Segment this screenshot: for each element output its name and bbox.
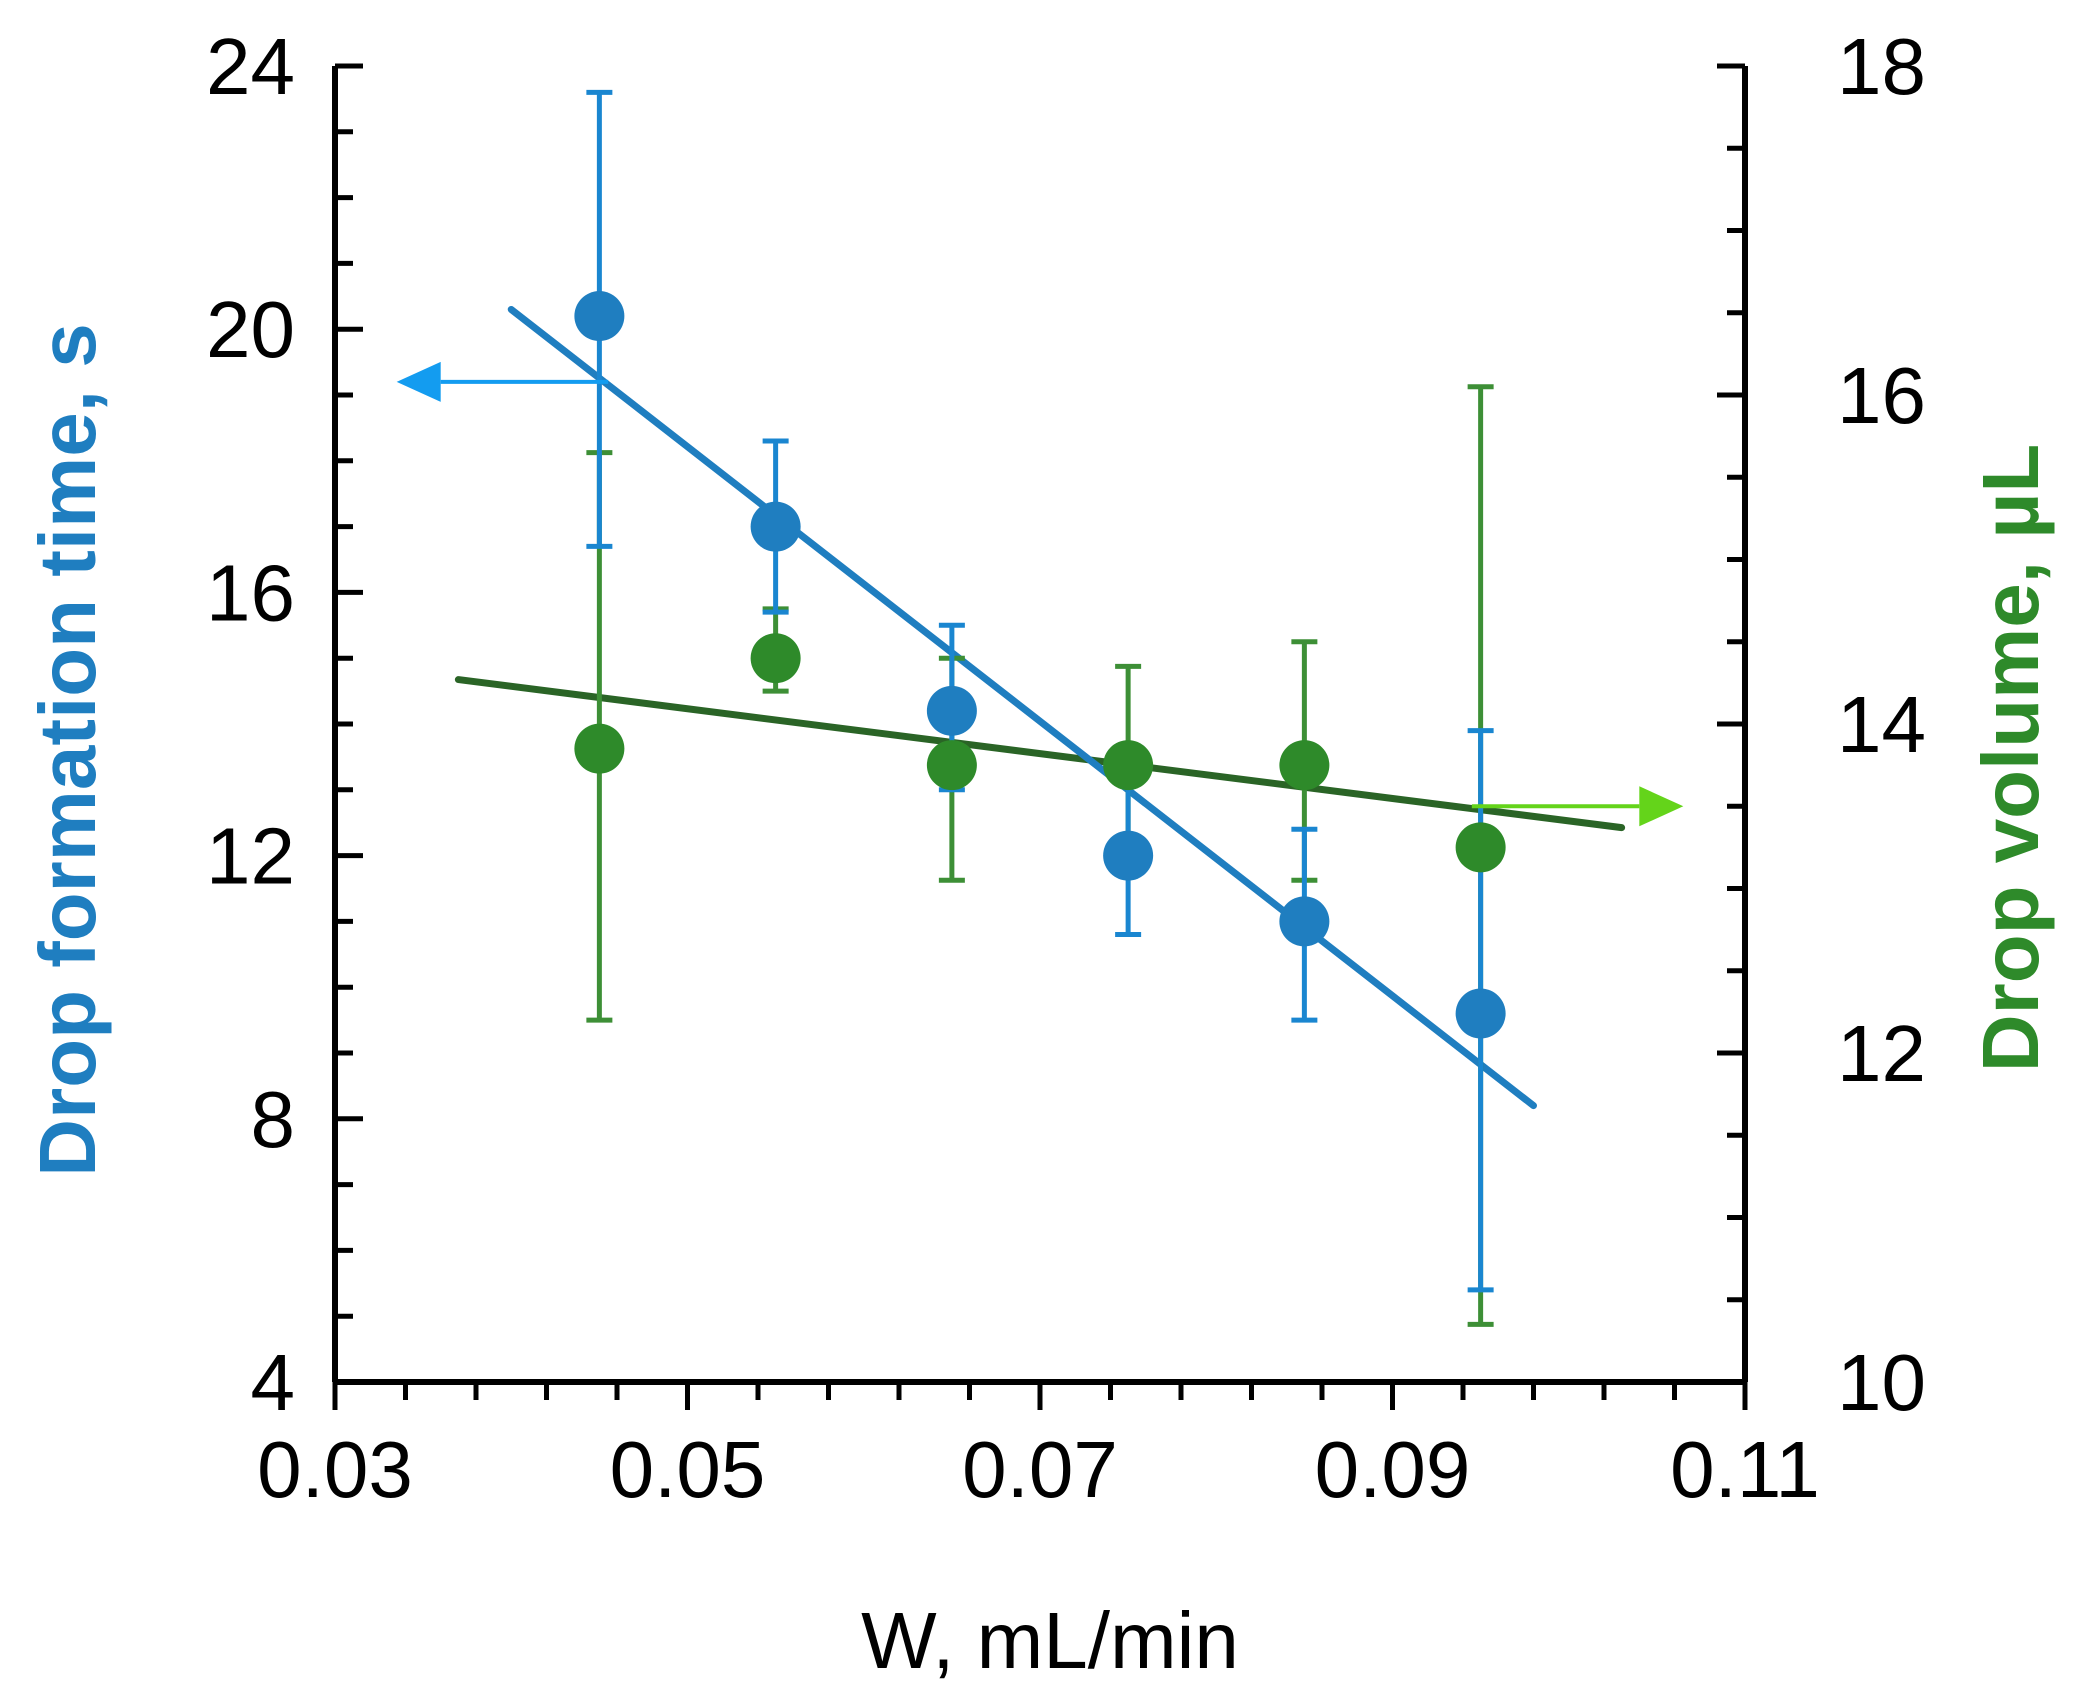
y-left-tick-label: 16 [206, 548, 295, 637]
x-tick-label: 0.07 [962, 1425, 1118, 1514]
y-left-tick-label: 12 [206, 812, 295, 901]
x-tick-label: 0.09 [1315, 1425, 1471, 1514]
volume-point [1103, 740, 1154, 791]
volume-point [1455, 822, 1506, 873]
time-point [750, 501, 801, 552]
volume-point [750, 633, 801, 684]
time-point [1279, 896, 1330, 947]
time-point [926, 685, 977, 736]
fit-lines-layer [454, 305, 1626, 1110]
volume-fit-line [454, 676, 1626, 832]
y-left-axis-title: Drop formation time, s [23, 323, 112, 1176]
y-left-tick-label: 8 [251, 1075, 296, 1164]
y-right-tick-label: 18 [1837, 22, 1926, 111]
time-fit-line [507, 305, 1537, 1110]
arrows-layer [396, 361, 1684, 827]
y-right-tick-label: 12 [1837, 1009, 1926, 1098]
time-point [1455, 988, 1506, 1039]
error-bars-layer [586, 89, 1494, 1327]
tick-labels-layer: 0.03 0.05 0.07 0.09 0.11 4 8 12 16 20 24 10 12 14 16 18 [206, 22, 1926, 1514]
x-tick-label: 0.03 [257, 1425, 413, 1514]
axes-layer [332, 63, 1748, 1410]
y-left-tick-label: 24 [206, 22, 295, 111]
y-right-tick-label: 10 [1837, 1338, 1926, 1427]
x-tick-label: 0.05 [610, 1425, 766, 1514]
volume-axis-arrow [1471, 786, 1684, 827]
y-left-tick-label: 20 [206, 285, 295, 374]
volume-point [574, 723, 625, 774]
time-point [574, 291, 625, 342]
x-axis-title: W, mL/min [861, 1596, 1239, 1685]
volume-arrow-head [1639, 786, 1684, 827]
x-tick-label: 0.11 [1670, 1425, 1820, 1514]
time-point [1103, 830, 1154, 881]
y-left-tick-label: 4 [251, 1338, 296, 1427]
time-axis-arrow [396, 361, 609, 402]
time-arrow-head [396, 361, 441, 402]
volume-point [1279, 740, 1330, 791]
points-layer [574, 291, 1506, 1039]
y-right-tick-label: 16 [1837, 351, 1926, 440]
y-right-axis-title: Drop volume, µL [1966, 444, 2055, 1072]
volume-point [926, 740, 977, 791]
y-right-tick-label: 14 [1837, 680, 1926, 769]
